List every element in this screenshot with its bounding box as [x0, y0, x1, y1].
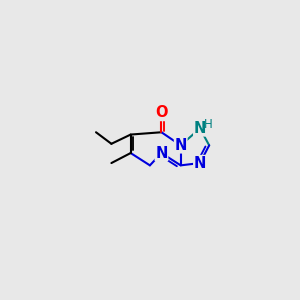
Text: N: N [194, 121, 206, 136]
Text: H: H [204, 118, 213, 131]
Text: N: N [194, 155, 206, 170]
Text: O: O [155, 106, 168, 121]
Text: N: N [155, 146, 168, 160]
Text: N: N [175, 138, 187, 153]
